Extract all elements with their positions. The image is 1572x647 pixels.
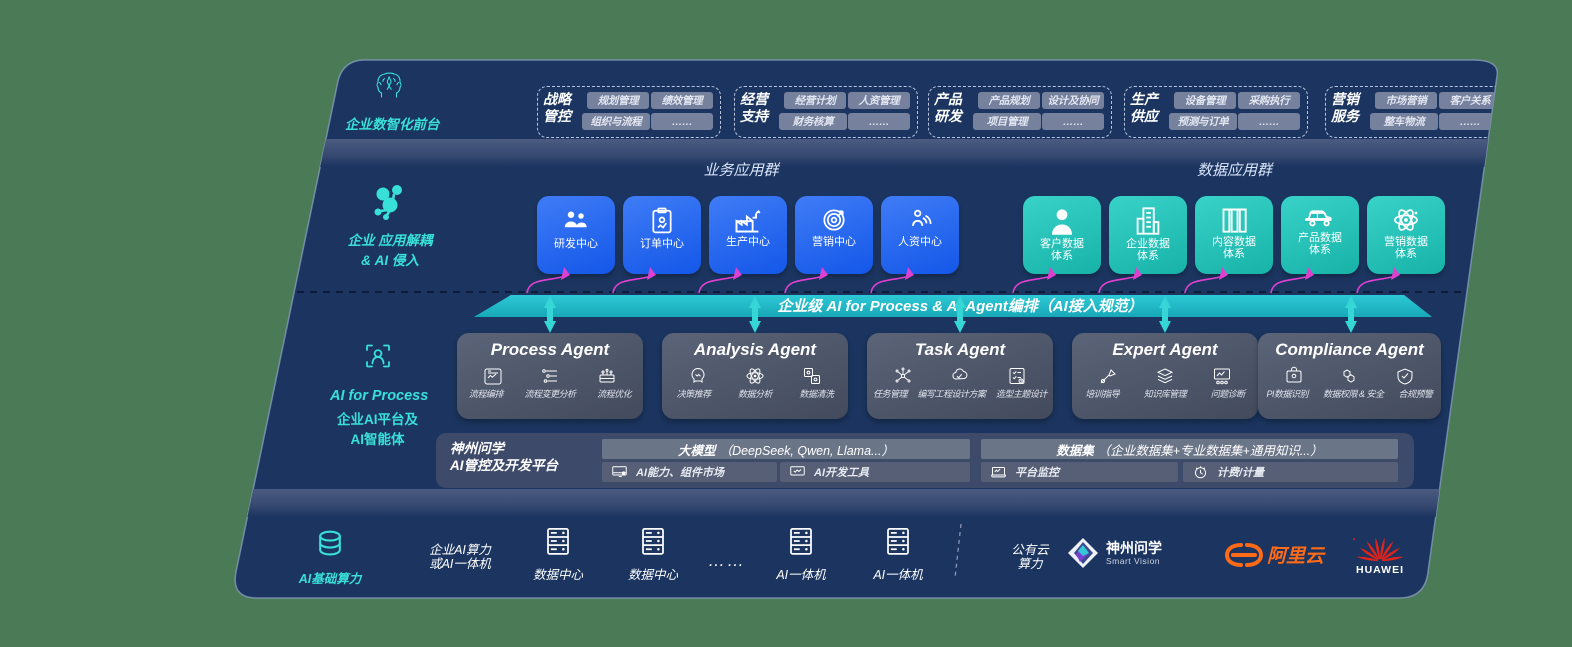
svg-text:阿里云: 阿里云 — [1267, 546, 1326, 567]
svg-text:HUAWEI: HUAWEI — [1356, 564, 1404, 576]
